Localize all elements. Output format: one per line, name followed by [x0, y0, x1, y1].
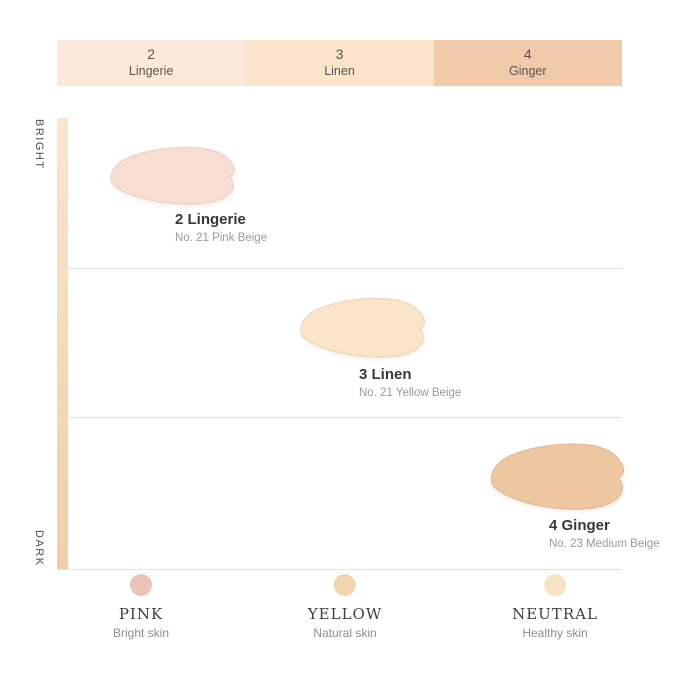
shade-header: 2 Lingerie 3 Linen 4 Ginger: [57, 40, 622, 86]
shade-tab-lingerie: 2 Lingerie: [57, 40, 246, 86]
swatch-subtitle: No. 23 Medium Beige: [549, 538, 660, 550]
legend-sub: Bright skin: [112, 626, 170, 640]
legend-neutral: NEUTRAL Healthy skin: [512, 574, 598, 640]
swatch-smear-ginger: [486, 438, 634, 516]
swatch-title: 2 Lingerie: [175, 211, 246, 228]
axis-label-bright: BRIGHT: [33, 119, 45, 170]
shade-name: Ginger: [509, 63, 547, 78]
row-divider: [57, 569, 622, 570]
swatch-smear-lingerie: [106, 142, 244, 210]
legend-sub: Natural skin: [313, 626, 377, 640]
smear-shape: [110, 146, 235, 205]
yellow-dot-icon: [334, 574, 356, 596]
shade-name: Linen: [324, 63, 355, 78]
swatch-subtitle: No. 21 Pink Beige: [175, 232, 268, 244]
swatch-label-lingerie: 2 Lingerie No. 21 Pink Beige: [175, 211, 267, 246]
legend-yellow: YELLOW Natural skin: [308, 574, 383, 640]
legend-sub: Healthy skin: [522, 626, 588, 640]
legend-pink: PINK Bright skin: [113, 574, 169, 640]
swatch-smear-linen: [296, 293, 434, 363]
shade-tab-ginger: 4 Ginger: [433, 40, 622, 86]
axis-label-dark: DARK: [33, 530, 45, 567]
swatch-title: 3 Linen: [359, 366, 412, 383]
row-divider: [57, 417, 622, 418]
row-divider: [57, 268, 622, 269]
swatch-subtitle: No. 21 Yellow Beige: [359, 387, 462, 399]
smear-shape: [490, 443, 625, 510]
legend-title: YELLOW: [307, 605, 383, 623]
shade-number: 4: [523, 46, 532, 63]
shade-name: Lingerie: [128, 63, 174, 78]
smear-shape: [300, 297, 425, 358]
shade-number: 2: [147, 46, 156, 63]
swatch-label-linen: 3 Linen No. 21 Yellow Beige: [359, 366, 461, 401]
pink-dot-icon: [130, 574, 152, 596]
brightness-gradient-bar: [57, 118, 68, 569]
legend-title: PINK: [118, 605, 164, 623]
swatch-label-ginger: 4 Ginger No. 23 Medium Beige: [549, 517, 660, 552]
shade-number: 3: [335, 46, 344, 63]
legend-title: NEUTRAL: [512, 605, 598, 623]
shade-tab-linen: 3 Linen: [245, 40, 434, 86]
swatch-title: 4 Ginger: [549, 517, 610, 534]
neutral-dot-icon: [544, 574, 566, 596]
